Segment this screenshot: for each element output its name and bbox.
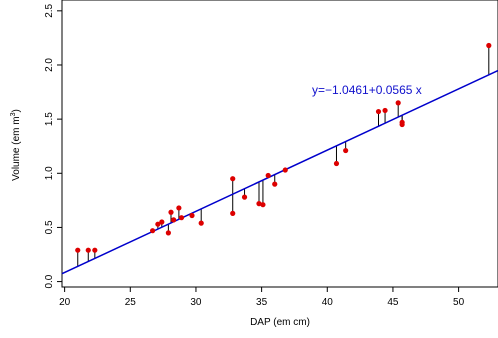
y-tick-label: 2.5 — [44, 3, 55, 17]
x-tick-label: 40 — [322, 297, 334, 308]
y-axis-title-text: Volume (em m — [11, 116, 22, 180]
data-point — [150, 228, 156, 234]
data-point — [198, 220, 204, 226]
data-point — [155, 221, 161, 227]
data-point — [260, 202, 266, 208]
data-point — [375, 108, 382, 115]
data-point — [272, 181, 278, 187]
x-axis-title: DAP (em cm) — [250, 317, 310, 328]
data-point — [282, 167, 288, 173]
regression-equation: y=−1.0461+0.0565 x — [312, 83, 422, 97]
data-point — [168, 209, 174, 215]
data-points — [75, 42, 492, 253]
residual-lines — [77, 45, 490, 267]
y-tick-label: 1.5 — [44, 112, 55, 126]
data-point — [486, 42, 492, 49]
data-point — [189, 212, 195, 219]
data-point — [176, 205, 182, 211]
data-point — [171, 217, 177, 223]
x-tick-label: 35 — [256, 297, 268, 308]
data-point — [92, 247, 98, 253]
data-point — [75, 247, 81, 253]
data-point — [165, 230, 171, 236]
data-point — [399, 119, 405, 125]
y-tick-label: 1.0 — [44, 166, 55, 180]
y-tick-label: 2.0 — [44, 58, 55, 72]
x-tick-label: 20 — [59, 297, 71, 308]
x-tick-label: 30 — [190, 297, 202, 308]
x-tick-label: 25 — [125, 297, 137, 308]
x-tick-label: 45 — [387, 297, 399, 308]
data-point — [395, 100, 401, 106]
data-point — [265, 172, 271, 179]
data-point — [159, 219, 165, 225]
data-point — [382, 107, 388, 114]
y-tick-label: 0.0 — [44, 274, 55, 288]
y-axis-title: Volume (em m3) — [10, 109, 22, 181]
x-axis: 20 25 30 35 40 45 50 — [59, 287, 465, 308]
y-axis: 0.0 0.5 1.0 1.5 2.0 2.5 — [44, 3, 62, 289]
data-point — [230, 176, 236, 182]
data-point — [343, 147, 349, 154]
regression-line — [61, 69, 498, 275]
data-point — [178, 215, 185, 221]
y-axis-title-superscript: 3 — [10, 112, 17, 116]
data-point — [230, 210, 236, 216]
y-axis-title-close: ) — [11, 109, 22, 112]
plot-frame — [61, 0, 498, 288]
data-point — [241, 194, 248, 200]
data-point — [256, 201, 262, 207]
data-point — [85, 247, 91, 253]
data-point — [333, 160, 340, 167]
x-tick-label: 50 — [453, 297, 465, 308]
y-tick-label: 0.5 — [44, 220, 55, 234]
